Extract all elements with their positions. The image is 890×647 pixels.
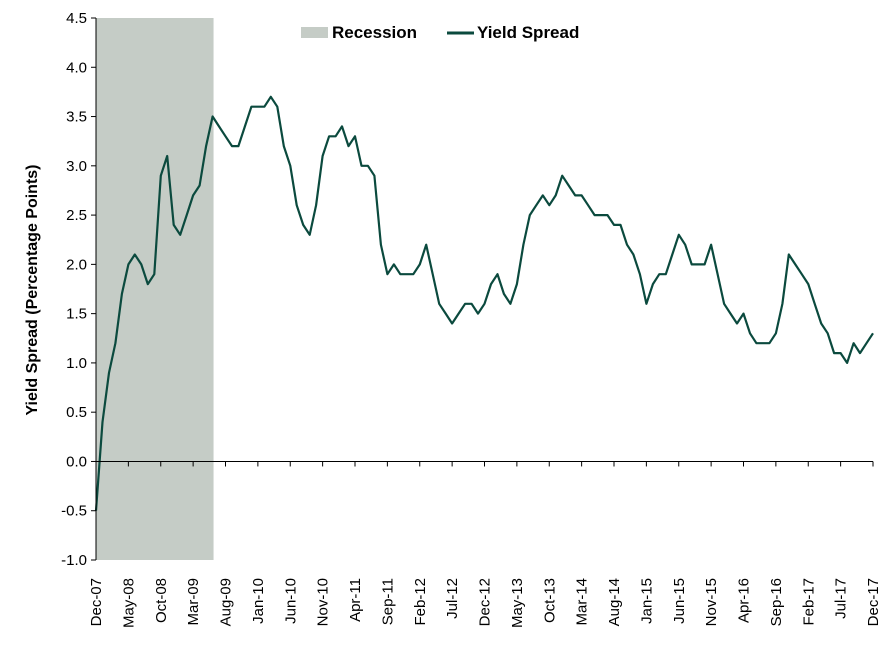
y-tick-label: 0.0 xyxy=(66,453,87,470)
legend-recession-label: Recession xyxy=(332,23,417,42)
y-tick-label: 1.5 xyxy=(66,306,87,323)
x-tick-label: Jun-15 xyxy=(671,578,688,624)
y-tick-label: -1.0 xyxy=(61,552,87,569)
x-tick-label: Sep-11 xyxy=(379,578,396,625)
legend-recession-swatch xyxy=(301,27,328,38)
x-tick-label: Dec-12 xyxy=(477,578,494,626)
x-tick-label: Jan-15 xyxy=(638,578,655,624)
x-tick-label: Oct-08 xyxy=(153,578,170,623)
x-tick-label: Aug-14 xyxy=(606,578,623,626)
x-tick-label: Mar-14 xyxy=(574,578,591,626)
axes: -1.0 -0.5 0.0 0.5 1.0 1.5 2.0 2.5 3.0 3.5 4.0 4.5 De… xyxy=(61,10,882,628)
x-tick-label: Dec-07 xyxy=(88,578,105,626)
y-axis-label: Yield Spread (Percentage Points) xyxy=(24,164,41,415)
x-tick-label: Apr-16 xyxy=(736,578,753,623)
x-tick-label: Jul-17 xyxy=(833,578,850,619)
recession-band xyxy=(96,18,214,560)
x-tick-label: Jan-10 xyxy=(250,578,267,624)
y-tick-label: 0.5 xyxy=(66,404,87,421)
y-tick-label: 4.0 xyxy=(66,59,87,76)
x-tick-label: Feb-12 xyxy=(412,578,429,626)
x-tick-label: Mar-09 xyxy=(185,578,202,626)
x-tick-label: Nov-15 xyxy=(703,578,720,626)
x-tick-label: May-13 xyxy=(509,578,526,628)
y-tick-label: -0.5 xyxy=(61,503,87,520)
legend: Recession Yield Spread xyxy=(301,23,579,42)
x-tick-label: Sep-16 xyxy=(768,578,785,626)
plot-area xyxy=(94,18,874,560)
y-tick-label: 2.0 xyxy=(66,256,87,273)
y-tick-label: 4.5 xyxy=(66,10,87,27)
x-tick-label: Nov-10 xyxy=(315,578,332,626)
yield-spread-line xyxy=(94,95,874,511)
y-tick-label: 2.5 xyxy=(66,207,87,224)
legend-yield-spread-label: Yield Spread xyxy=(477,23,579,42)
y-tick-label: 3.0 xyxy=(66,158,87,175)
x-tick-label: May-08 xyxy=(120,578,137,628)
x-tick-label: Jun-10 xyxy=(282,578,299,624)
x-tick-label: Jul-12 xyxy=(444,578,461,619)
x-tick-label: Aug-09 xyxy=(218,578,235,626)
x-tick-label: Apr-11 xyxy=(347,578,364,622)
x-tick-label: Oct-13 xyxy=(541,578,558,623)
x-tick-label: Dec-17 xyxy=(865,578,882,626)
x-tick-label: Feb-17 xyxy=(800,578,817,626)
y-tick-label: 1.0 xyxy=(66,355,87,372)
y-tick-label: 3.5 xyxy=(66,109,87,126)
